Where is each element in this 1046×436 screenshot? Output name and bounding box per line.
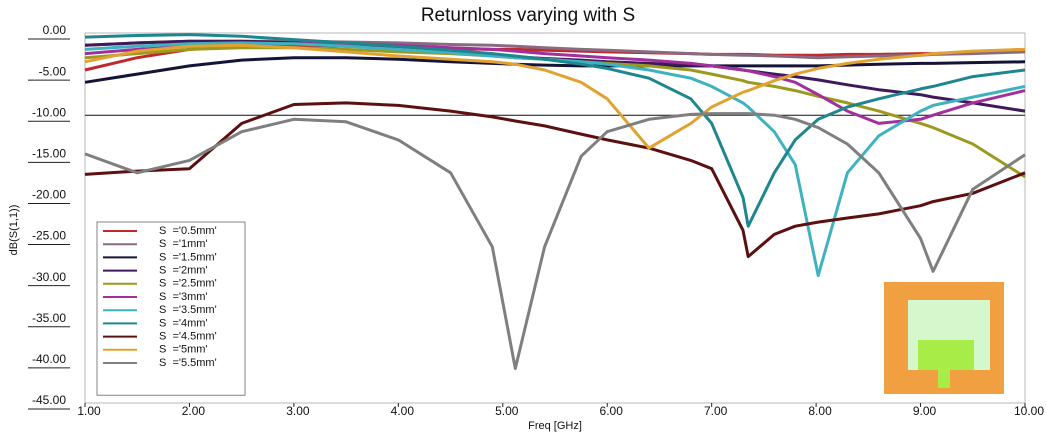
x-axis-label: Freq [GHz]	[528, 420, 582, 432]
y-tick-label: -40.00	[32, 352, 66, 366]
series-line	[84, 41, 1026, 278]
y-tick-label: -35.00	[32, 311, 66, 325]
y-tick-label: 0.00	[43, 23, 67, 37]
legend-label: S ='5mm'	[159, 344, 208, 356]
y-tick-label: -5.00	[39, 64, 67, 78]
legend-label: S ='5.5mm'	[159, 357, 217, 369]
series-line	[84, 33, 1026, 228]
series-line	[84, 112, 1026, 370]
plot-area: 0.00 -5.00 -10.00 -15.00 -20.00 -25.00 -30.00 -…	[28, 23, 1044, 418]
x-tick-label: 6.00	[600, 404, 624, 418]
x-tick-label: 5.00	[495, 404, 519, 418]
y-tick-label: -45.00	[32, 393, 66, 407]
x-tick-label: 10.00	[1014, 404, 1044, 418]
y-tick-label: -30.00	[32, 270, 66, 284]
legend-label: S ='4.5mm'	[159, 331, 217, 343]
y-tick-label: -15.00	[32, 147, 66, 161]
legend-label: S ='2.5mm'	[159, 278, 217, 290]
x-tick-label: 9.00	[913, 404, 937, 418]
y-tick-label: -25.00	[32, 229, 66, 243]
legend-label: S ='3mm'	[159, 291, 208, 303]
inset-patch	[918, 340, 974, 370]
legend-label: S ='4mm'	[159, 317, 208, 329]
x-tick-label: 4.00	[391, 404, 415, 418]
inset-image	[884, 282, 1004, 394]
legend-box	[96, 221, 246, 396]
legend-label: S ='1.5mm'	[159, 251, 217, 263]
x-tick-label: 2.00	[182, 404, 206, 418]
x-tick-label: 1.00	[77, 404, 101, 418]
legend-label: S ='1mm'	[159, 238, 208, 250]
y-tick-label: -10.00	[32, 105, 66, 119]
y-axis-label: dB(S(1,1))	[8, 205, 20, 256]
y-tick-label: -20.00	[32, 188, 66, 202]
chart-title: Returnloss varying with S	[421, 5, 635, 26]
plot-frame	[84, 32, 1026, 404]
legend-label: S ='3.5mm'	[159, 304, 217, 316]
x-tick-label: 7.00	[704, 404, 728, 418]
x-tick-label: 3.00	[286, 404, 310, 418]
legend-label: S ='0.5mm'	[159, 225, 217, 237]
legend-label: S ='2mm'	[159, 265, 208, 277]
x-tick-label: 8.00	[808, 404, 832, 418]
series-line	[84, 43, 1026, 150]
inset-feed	[938, 370, 950, 388]
